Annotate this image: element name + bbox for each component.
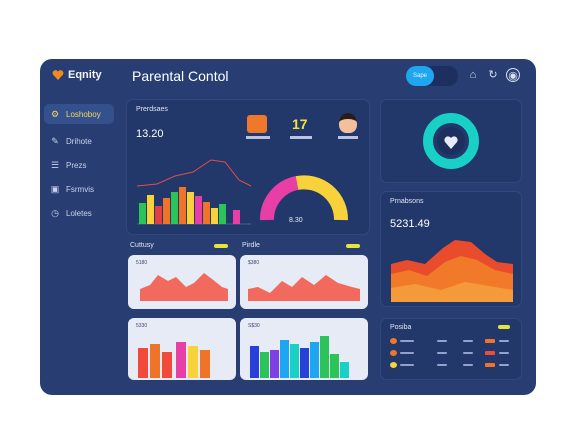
overview-title: Prerdsaes [136,106,168,113]
sidebar-item-loshoboy[interactable]: ⚙ Loshoboy [44,104,114,124]
sidebar-item-label: Loletes [66,208,92,218]
activity-value: 5231.49 [390,218,430,230]
list-card: Posiba [380,318,522,380]
sidebar-item-label: Loshoboy [66,109,101,119]
sidebar-item-label: Fsrmvis [66,184,94,194]
list-row-text-1b [437,340,447,342]
clock-icon: ◷ [51,207,59,218]
list-row-text-2c [463,352,473,354]
mini-bar-chart-4 [250,336,349,378]
sidebar: ⚙ Loshoboy ✎ Drihote ☰ Prezs ▣ Fsrmvis ◷… [40,99,120,389]
list-row-icon-1 [390,338,397,344]
mini-chart-card-2: $380 [240,255,368,309]
stat-caption-1 [246,136,270,139]
list-row-icon-3 [390,362,397,368]
list-row-text-3c [463,364,473,366]
mini-chart-value-1: 5180 [136,260,148,266]
activity-area-chart [391,240,513,302]
mini-chart-value-2: $380 [248,260,260,266]
view-toggle[interactable]: Sape [406,66,458,86]
mini-area-chart-1 [140,273,228,301]
refresh-icon[interactable]: ↻ [488,69,498,81]
image-icon: ▣ [50,183,60,194]
gauge-chart [260,175,349,221]
notification-bell-icon[interactable]: ⌂ [469,69,477,81]
mini-chart-value-3: 5330 [136,323,148,329]
list-row-text-3d [499,364,509,366]
toggle-active-option[interactable]: Sape [406,66,434,86]
activity-title: Prnabsons [390,198,424,205]
list-row-text-2d [499,352,509,354]
stat-caption-2 [290,136,312,139]
list-row-text-1c [463,340,473,342]
brand-logo[interactable]: Eqnity [52,69,102,81]
left-panel-badge[interactable] [214,244,228,248]
overview-card: Prerdsaes 13.20 17 8.30 [126,99,370,235]
heart-logo-icon [52,70,64,80]
list-row-icon-2 [390,350,397,356]
list-row-text-3 [400,364,414,366]
list-row-bar-2 [485,351,495,355]
sidebar-item-drihote[interactable]: ✎ Drihote [44,131,114,151]
edit-icon: ✎ [51,135,59,146]
sidebar-item-label: Prezs [66,160,87,170]
list-row-bar-3 [485,363,495,367]
stat-value: 17 [292,116,308,132]
mid-panel-badge[interactable] [346,244,360,248]
profile-icon[interactable]: ◉ [506,68,520,82]
fox-avatar-icon [247,115,267,133]
sidebar-item-loletes[interactable]: ◷ Loletes [44,203,114,223]
settings-icon: ⚙ [50,108,60,119]
list-row-text-3b [437,364,447,366]
document-icon: ☰ [50,159,60,170]
brand-name: Eqnity [68,69,102,81]
activity-card: Prnabsons 5231.49 [380,191,522,307]
sidebar-item-label: Drihote [66,136,92,146]
mini-bar-chart-3 [138,342,210,378]
list-row-text-1 [400,340,414,342]
list-row-text-2b [437,352,447,354]
list-row-bar-1 [485,339,495,343]
donut-card [380,99,522,183]
mini-chart-card-3: 5330 [128,318,236,380]
sidebar-item-prezs[interactable]: ☰ Prezs [44,155,114,175]
app-window: Eqnity Parental Contol Sape ⌂ ↻ ◉ ⚙ Losh… [40,59,536,395]
mini-area-chart-2 [248,275,360,301]
mini-chart-card-4: S$30 [240,318,368,380]
sidebar-item-fsrmvis[interactable]: ▣ Fsrmvis [44,179,114,199]
mini-chart-card-1: 5180 [128,255,236,309]
gauge-value: 8.30 [289,217,303,224]
overview-value: 13.20 [136,128,164,140]
overview-bar-chart [136,159,252,225]
left-panel-title: Cuttusy [130,242,154,249]
top-bar: Eqnity Parental Contol Sape ⌂ ↻ ◉ [40,59,536,95]
mini-chart-value-4: S$30 [248,323,260,329]
list-row-text-2 [400,352,414,354]
mid-panel-title: Pirdle [242,242,260,249]
donut-chart [423,113,479,169]
child-avatar-icon[interactable] [339,113,357,133]
avatar-caption [338,136,358,139]
page-title: Parental Contol [132,68,229,84]
list-card-title: Posiba [390,324,412,331]
list-row-text-1d [499,340,509,342]
list-card-badge[interactable] [498,325,510,329]
